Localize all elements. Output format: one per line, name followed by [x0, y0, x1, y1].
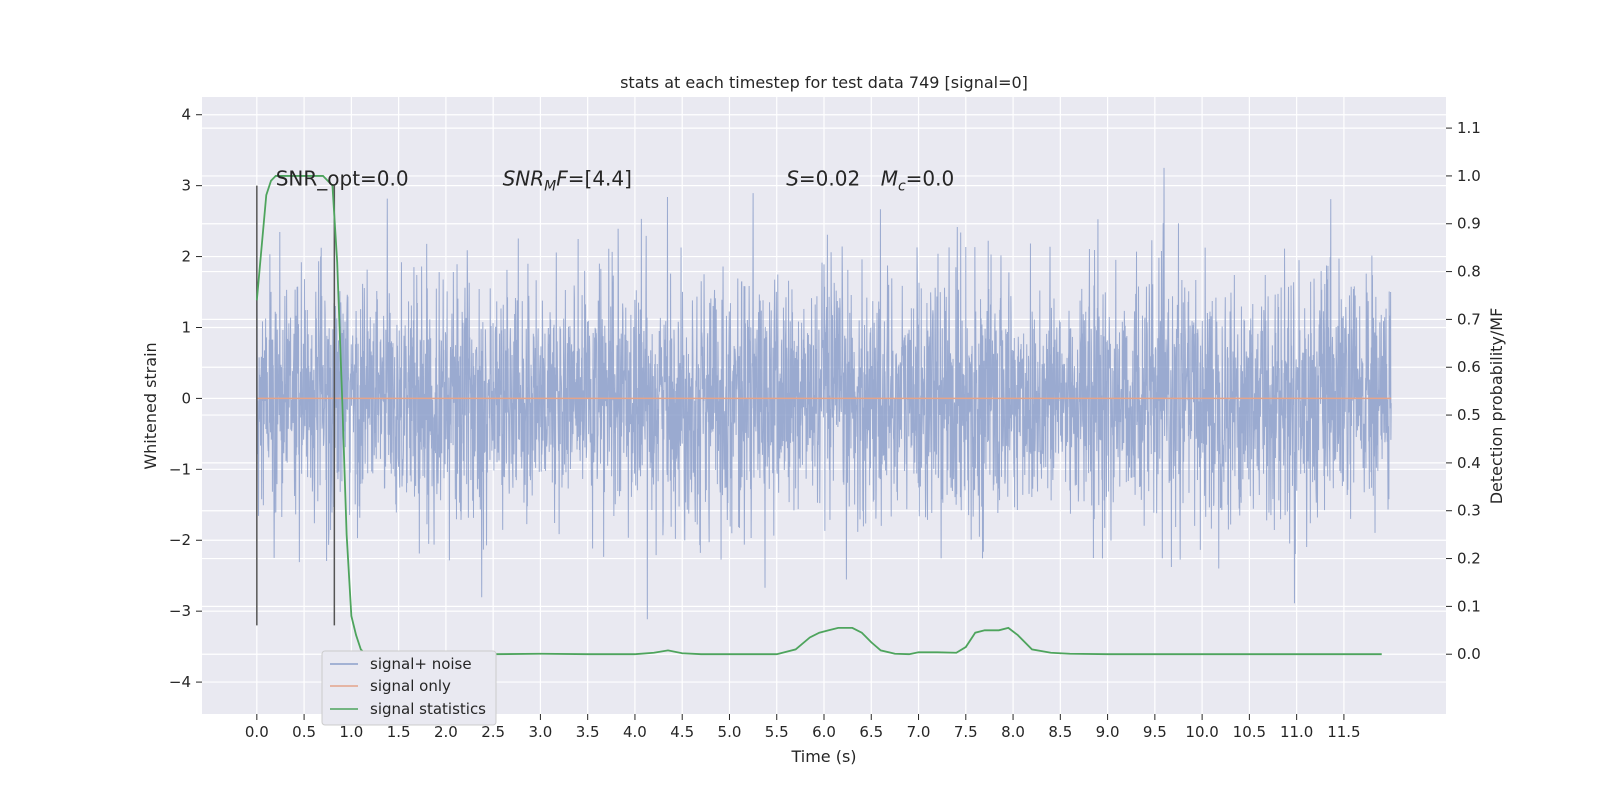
x-tick-label: 5.5 — [765, 723, 789, 741]
x-tick-label: 3.5 — [576, 723, 600, 741]
x-tick-label: 10.0 — [1185, 723, 1218, 741]
x-tick-label: 5.0 — [718, 723, 742, 741]
y2-tick-label: 1.1 — [1457, 119, 1481, 137]
legend-label-statistics: signal statistics — [370, 700, 486, 718]
annotation-text: S=0.02 — [786, 167, 860, 191]
signal-statistics-series — [255, 175, 1382, 656]
y2-tick-label: 0.6 — [1457, 358, 1481, 376]
y-axis-ticks: 4 3 2 1 0 −1 −2 −3 −4 — [169, 106, 202, 691]
x-axis-label: Time (s) — [790, 747, 856, 766]
x-tick-label: 4.5 — [670, 723, 694, 741]
signal-noise-series — [256, 167, 1392, 620]
y2-tick-label: 0.3 — [1457, 502, 1481, 520]
x-tick-label: 9.0 — [1096, 723, 1120, 741]
noise-line — [256, 167, 1392, 620]
legend: signal+ noise signal only signal statist… — [321, 650, 497, 726]
x-tick-label: 8.0 — [1001, 723, 1025, 741]
statistics-line — [255, 175, 1382, 656]
annotation-text: Mc=0.0 — [881, 167, 955, 195]
y2-tick-label: 0.4 — [1457, 454, 1481, 472]
x-tick-label: 7.0 — [907, 723, 931, 741]
chart-title: stats at each timestep for test data 749… — [620, 73, 1028, 92]
x-tick-label: 9.5 — [1143, 723, 1167, 741]
y2-tick-label: 0.2 — [1457, 550, 1481, 568]
y-tick-label: 3 — [181, 177, 191, 195]
y-tick-label: 2 — [181, 248, 191, 266]
y2-tick-label: 0.7 — [1457, 310, 1481, 328]
y-tick-label: −3 — [169, 602, 191, 620]
y-tick-label: −1 — [169, 460, 191, 478]
legend-label-noise: signal+ noise — [370, 655, 472, 673]
y-axis-label: Whitened strain — [141, 342, 160, 469]
y-tick-label: 4 — [181, 106, 191, 124]
x-tick-label: 3.0 — [528, 723, 552, 741]
y2-tick-label: 0.1 — [1457, 597, 1481, 615]
y-tick-label: −4 — [169, 673, 191, 691]
y2-tick-label: 0.0 — [1457, 645, 1481, 663]
annotation-text: SNRMF=[4.4] — [503, 167, 632, 195]
x-tick-label: 2.5 — [481, 723, 505, 741]
x-axis-ticks: 0.0 0.5 1.0 1.5 2.0 2.5 3.0 3.5 4.0 4.5 5.0 5.5 6.0 6… — [245, 714, 1361, 741]
x-tick-label: 0.5 — [292, 723, 316, 741]
annotation-text: SNR_opt=0.0 — [276, 167, 409, 191]
x-tick-label: 7.5 — [954, 723, 978, 741]
y2-axis-ticks: 1.1 1.0 0.9 0.8 0.7 0.6 0.5 0.4 0.3 0.2 0.1 0.0 — [1446, 119, 1481, 663]
y-tick-label: −2 — [169, 531, 191, 549]
y2-tick-label: 0.8 — [1457, 263, 1481, 281]
y2-tick-label: 0.5 — [1457, 406, 1481, 424]
x-tick-label: 6.5 — [859, 723, 883, 741]
legend-box — [321, 650, 497, 726]
x-tick-label: 0.0 — [245, 723, 269, 741]
x-tick-label: 6.0 — [812, 723, 836, 741]
x-tick-label: 2.0 — [434, 723, 458, 741]
x-tick-label: 8.5 — [1048, 723, 1072, 741]
window-markers — [256, 185, 336, 626]
y2-tick-label: 1.0 — [1457, 167, 1481, 185]
x-tick-label: 11.5 — [1327, 723, 1360, 741]
annotations: SNR_opt=0.0 SNRMF=[4.4] S=0.02 Mc=0.0 — [276, 167, 955, 195]
x-tick-label: 1.0 — [339, 723, 363, 741]
x-tick-label: 1.5 — [387, 723, 411, 741]
x-tick-label: 10.5 — [1233, 723, 1266, 741]
x-tick-label: 11.0 — [1280, 723, 1313, 741]
y-tick-label: 1 — [181, 318, 191, 336]
legend-label-signal-only: signal only — [370, 677, 451, 695]
x-tick-label: 4.0 — [623, 723, 647, 741]
y2-tick-label: 0.9 — [1457, 215, 1481, 233]
y2-axis-label: Detection probability/MF — [1487, 308, 1506, 505]
y-tick-label: 0 — [181, 389, 191, 407]
